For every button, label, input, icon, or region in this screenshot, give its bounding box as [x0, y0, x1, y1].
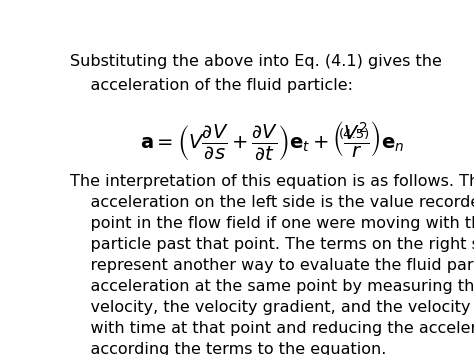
- Text: acceleration of the fluid particle:: acceleration of the fluid particle:: [70, 78, 353, 93]
- Text: The interpretation of this equation is as follows. The
    acceleration on the l: The interpretation of this equation is a…: [70, 174, 474, 355]
- Text: (4.5): (4.5): [338, 128, 370, 141]
- Text: $\mathbf{a} = \left(V\dfrac{\partial V}{\partial s} + \dfrac{\partial V}{\partia: $\mathbf{a} = \left(V\dfrac{\partial V}{…: [140, 119, 404, 162]
- Text: Substituting the above into Eq. (4.1) gives the: Substituting the above into Eq. (4.1) gi…: [70, 54, 442, 69]
